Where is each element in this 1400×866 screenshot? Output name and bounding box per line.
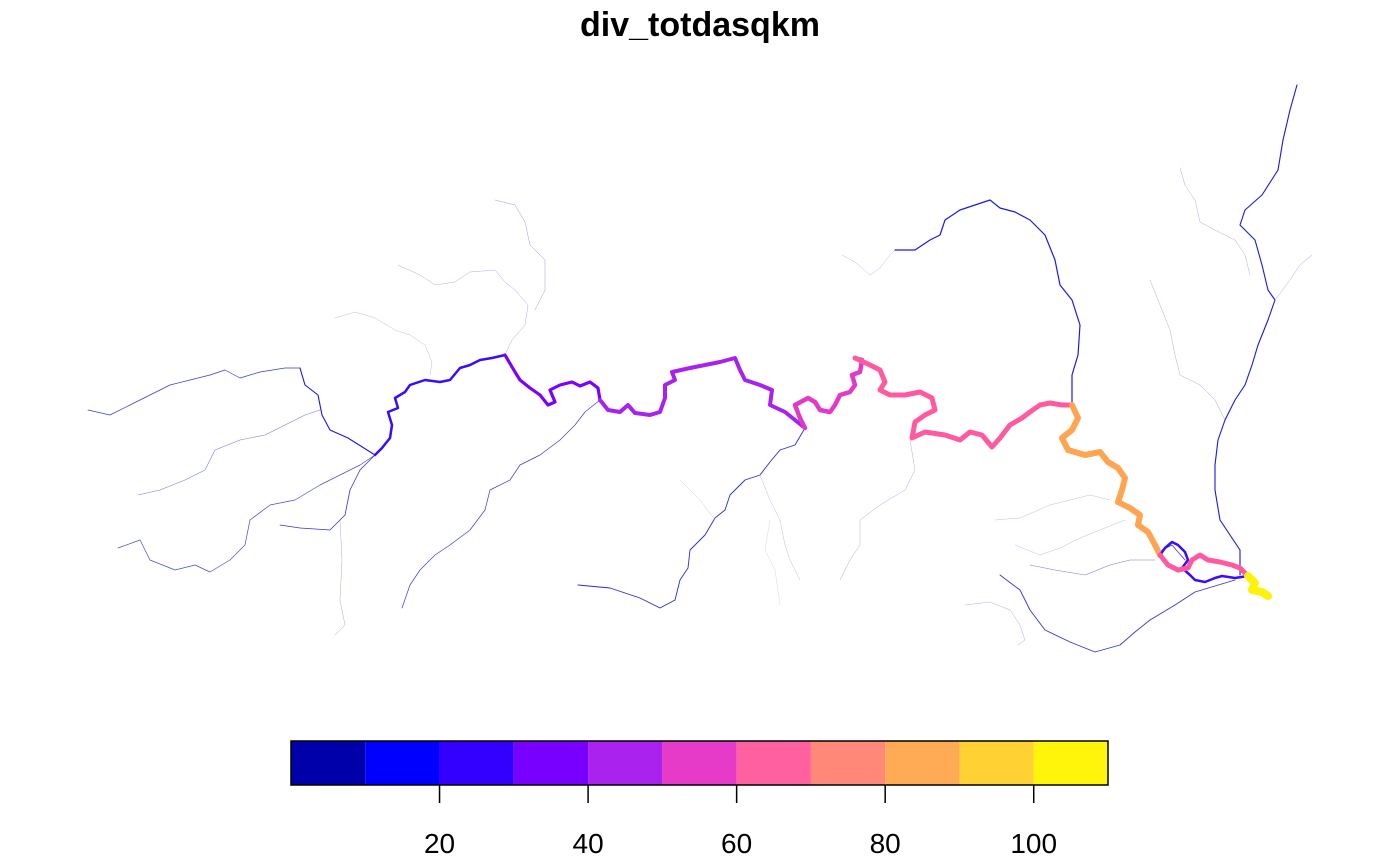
legend-tick-label: 60 — [721, 828, 752, 859]
legend-tick-label: 80 — [870, 828, 901, 859]
tributary — [764, 519, 781, 606]
mainstem-segment — [373, 353, 507, 457]
tributary — [494, 199, 546, 311]
tributary — [839, 439, 916, 581]
tributary — [1214, 84, 1298, 576]
legend-swatch — [736, 741, 811, 785]
tributary — [1029, 559, 1156, 576]
tributary — [964, 601, 1026, 646]
legend-swatch — [959, 741, 1034, 785]
mainstem-segment — [852, 355, 1075, 450]
mainstem-segment — [792, 355, 865, 431]
color-legend: 20 40 60 80 100 — [290, 740, 1109, 859]
tributary — [999, 574, 1236, 653]
tributary — [1274, 254, 1313, 301]
legend-swatch — [1033, 741, 1108, 785]
tributary — [397, 264, 529, 356]
tributary — [679, 479, 716, 521]
legend-swatch — [513, 741, 589, 785]
mainstem-segment — [503, 353, 602, 407]
mainstem-segment — [1157, 552, 1251, 579]
legend-tick-label: 100 — [1010, 828, 1057, 859]
tributary — [334, 311, 433, 376]
legend-swatch — [662, 741, 737, 785]
legend-swatch — [439, 741, 514, 785]
mainstem-segment — [598, 356, 807, 430]
tributary — [1149, 279, 1226, 421]
tributary — [577, 427, 806, 609]
tributary — [299, 367, 376, 456]
tributary — [87, 367, 301, 416]
legend-swatch — [291, 741, 366, 785]
legend-tick-label: 40 — [573, 828, 604, 859]
mainstem-segment — [1244, 572, 1272, 600]
tributary — [279, 454, 376, 531]
tributary — [759, 474, 801, 581]
map-title: div_totdasqkm — [580, 6, 820, 44]
mainstem-segment — [1059, 402, 1163, 558]
legend-swatch — [810, 741, 886, 785]
tributary — [137, 409, 321, 496]
tributary — [841, 249, 896, 276]
tributary — [401, 399, 601, 609]
legend-tick-label: 20 — [424, 828, 455, 859]
legend-swatch — [885, 741, 960, 785]
legend-swatch — [365, 741, 440, 785]
tributary — [994, 494, 1111, 521]
tributary — [1014, 519, 1126, 556]
tributary — [894, 199, 1081, 406]
mainstem-segment — [1158, 540, 1250, 584]
legend-swatch — [588, 741, 663, 785]
tributary — [117, 454, 376, 573]
tributary — [334, 519, 346, 636]
tributary — [1179, 167, 1251, 276]
